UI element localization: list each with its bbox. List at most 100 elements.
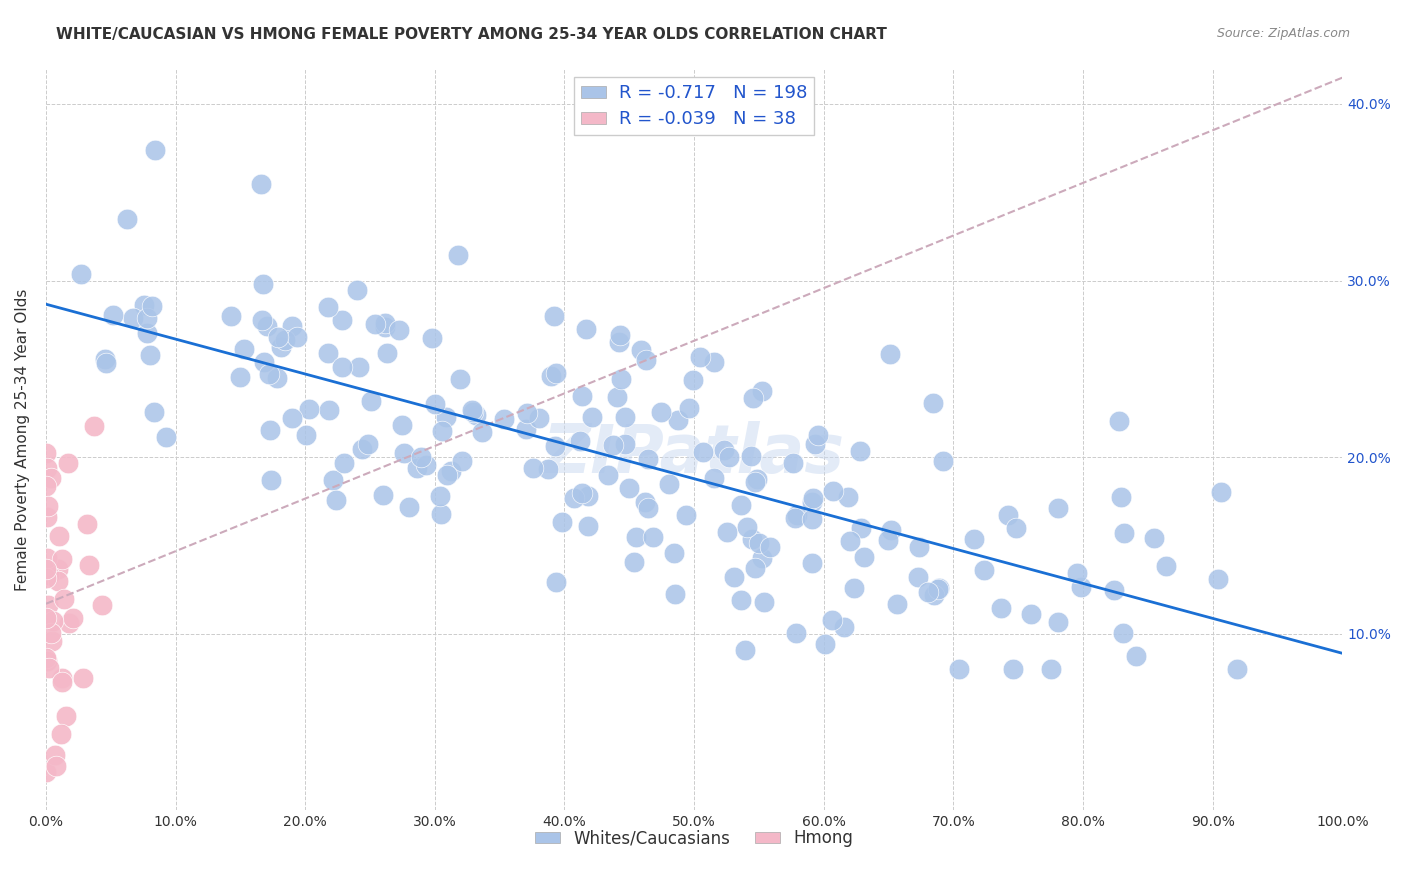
- Point: [879, 347, 901, 361]
- Point: [630, 343, 652, 358]
- Point: [742, 391, 765, 405]
- Point: [832, 620, 855, 634]
- Point: [429, 489, 451, 503]
- Point: [39, 625, 62, 640]
- Legend: Whites/Caucasians, Hmong: Whites/Caucasians, Hmong: [529, 822, 860, 855]
- Point: [35, 654, 58, 668]
- Point: [374, 316, 396, 330]
- Point: [1066, 566, 1088, 581]
- Point: [1226, 662, 1249, 676]
- Point: [41, 634, 63, 648]
- Point: [49, 727, 72, 741]
- Point: [1002, 662, 1025, 676]
- Point: [252, 277, 274, 291]
- Point: [623, 555, 645, 569]
- Point: [606, 390, 628, 404]
- Point: [785, 626, 807, 640]
- Point: [1070, 580, 1092, 594]
- Point: [907, 570, 929, 584]
- Point: [801, 491, 824, 505]
- Point: [908, 540, 931, 554]
- Point: [101, 309, 124, 323]
- Point: [785, 510, 807, 524]
- Point: [821, 613, 844, 627]
- Point: [135, 326, 157, 340]
- Point: [51, 675, 73, 690]
- Point: [461, 402, 484, 417]
- Point: [464, 408, 486, 422]
- Point: [1209, 485, 1232, 500]
- Point: [744, 475, 766, 489]
- Point: [1040, 662, 1063, 676]
- Point: [347, 359, 370, 374]
- Point: [730, 498, 752, 512]
- Point: [35, 461, 58, 475]
- Point: [83, 419, 105, 434]
- Point: [392, 446, 415, 460]
- Point: [515, 422, 537, 436]
- Point: [70, 267, 93, 281]
- Point: [270, 340, 292, 354]
- Point: [562, 491, 585, 505]
- Point: [596, 468, 619, 483]
- Point: [391, 418, 413, 433]
- Point: [406, 460, 429, 475]
- Point: [837, 490, 859, 504]
- Point: [748, 536, 770, 550]
- Point: [325, 492, 347, 507]
- Y-axis label: Female Poverty Among 25-34 Year Olds: Female Poverty Among 25-34 Year Olds: [15, 288, 30, 591]
- Point: [138, 348, 160, 362]
- Point: [55, 709, 77, 723]
- Point: [37, 499, 59, 513]
- Text: Source: ZipAtlas.com: Source: ZipAtlas.com: [1216, 27, 1350, 40]
- Point: [886, 597, 908, 611]
- Point: [41, 614, 63, 628]
- Point: [713, 443, 735, 458]
- Point: [759, 540, 782, 554]
- Point: [637, 452, 659, 467]
- Point: [619, 481, 641, 495]
- Point: [800, 512, 823, 526]
- Point: [990, 600, 1012, 615]
- Point: [544, 439, 567, 453]
- Point: [461, 405, 484, 419]
- Point: [266, 371, 288, 385]
- Point: [352, 442, 374, 457]
- Point: [613, 437, 636, 451]
- Point: [440, 464, 463, 478]
- Point: [330, 312, 353, 326]
- Point: [718, 450, 741, 464]
- Point: [94, 356, 117, 370]
- Point: [643, 530, 665, 544]
- Point: [1206, 572, 1229, 586]
- Point: [754, 595, 776, 609]
- Point: [692, 445, 714, 459]
- Point: [716, 524, 738, 539]
- Point: [35, 479, 58, 493]
- Text: WHITE/CAUCASIAN VS HMONG FEMALE POVERTY AMONG 25-34 YEAR OLDS CORRELATION CHART: WHITE/CAUCASIAN VS HMONG FEMALE POVERTY …: [56, 27, 887, 42]
- Point: [1019, 607, 1042, 621]
- Point: [543, 310, 565, 324]
- Point: [1109, 490, 1132, 504]
- Point: [56, 456, 79, 470]
- Point: [91, 598, 114, 612]
- Point: [842, 581, 865, 595]
- Point: [360, 394, 382, 409]
- Point: [115, 212, 138, 227]
- Point: [581, 410, 603, 425]
- Point: [546, 574, 568, 589]
- Point: [551, 516, 574, 530]
- Point: [682, 373, 704, 387]
- Point: [734, 642, 756, 657]
- Point: [79, 558, 101, 572]
- Point: [298, 401, 321, 416]
- Point: [634, 353, 657, 368]
- Point: [132, 298, 155, 312]
- Point: [398, 500, 420, 514]
- Point: [516, 406, 538, 420]
- Point: [740, 450, 762, 464]
- Point: [927, 582, 949, 596]
- Point: [250, 177, 273, 191]
- Point: [1047, 500, 1070, 515]
- Point: [48, 529, 70, 543]
